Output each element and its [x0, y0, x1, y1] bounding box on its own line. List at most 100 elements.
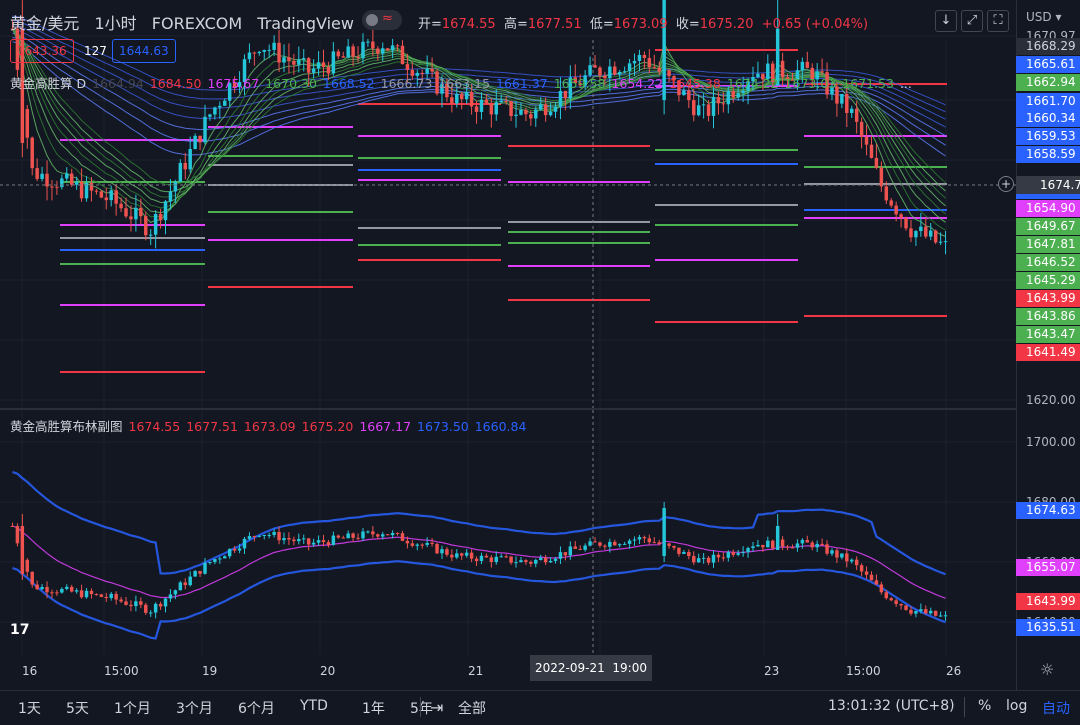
candle-body [104, 596, 108, 599]
date-range-icon[interactable]: ⇥ [430, 698, 444, 717]
range-button[interactable]: 6个月 [238, 701, 275, 717]
interval-label[interactable]: 1小时 [94, 14, 137, 33]
price-tick: 1620.00 [1026, 393, 1076, 407]
market-status-toggle[interactable]: ≈ [362, 10, 402, 30]
candle-body [751, 77, 755, 82]
toolbar-separator-2 [964, 697, 965, 717]
candle-body [163, 201, 168, 221]
candle-body [726, 552, 731, 558]
low-label: 低= [589, 17, 614, 32]
bid-price[interactable]: 1643.36 [10, 39, 74, 63]
log-toggle[interactable]: log [1006, 698, 1028, 714]
candle-body [237, 82, 242, 88]
candle-body [736, 553, 740, 555]
candle-body [810, 67, 814, 80]
candle-body [469, 92, 474, 107]
candle-body [726, 90, 731, 105]
candle-body [573, 546, 577, 549]
candle-body [613, 541, 617, 546]
candle-body [919, 609, 923, 612]
candle-body [139, 207, 143, 217]
candle-body [884, 592, 889, 599]
candle-body [390, 533, 395, 536]
indicator1-name[interactable]: 黄金高胜算 D [10, 76, 87, 91]
range-button[interactable]: 全部 [458, 701, 486, 717]
candle-body [914, 611, 918, 614]
candle-body [519, 560, 523, 563]
range-button[interactable]: YTD [300, 698, 328, 714]
symbol-header[interactable]: 黄金/美元 1小时 FOREXCOM TradingView [10, 10, 364, 34]
candle-body [40, 586, 44, 590]
time-axis[interactable] [0, 655, 1016, 685]
candle-body [104, 197, 108, 201]
candle-body [208, 562, 212, 564]
candle-body [376, 534, 380, 537]
candle-body [701, 557, 706, 559]
price-label: 1654.90 [1016, 200, 1080, 217]
add-alert-icon[interactable]: + [998, 176, 1014, 192]
candle-body [89, 590, 94, 595]
indicator2-value: 1660.84 [474, 419, 527, 434]
clock-display[interactable]: 13:01:32 (UTC+8) [828, 698, 955, 714]
candle-body [701, 104, 706, 106]
currency-selector[interactable]: USD ▾ [1026, 10, 1062, 24]
down-arrow-icon[interactable]: ↓ [935, 10, 957, 32]
candle-body [420, 544, 424, 546]
screenshot-icon[interactable]: ⛶ [987, 10, 1009, 32]
bollinger-subchart[interactable] [0, 410, 1016, 655]
candle-body [588, 65, 592, 76]
range-button[interactable]: 3个月 [176, 701, 213, 717]
candle-body [158, 214, 163, 221]
range-button[interactable]: 1个月 [114, 701, 151, 717]
candle-body [277, 42, 281, 63]
price-label: 1649.67 [1016, 218, 1080, 235]
range-button[interactable]: 1年 [362, 701, 385, 717]
ohlc-readout: 开=1674.55 高=1677.51 低=1673.09 收=1675.20 … [418, 13, 868, 32]
time-tick: 23 [764, 664, 780, 678]
ask-price[interactable]: 1644.63 [112, 39, 176, 63]
candle-body [316, 62, 321, 69]
range-button[interactable]: 5天 [66, 701, 89, 717]
candle-body [351, 46, 355, 57]
candle-body [15, 526, 20, 544]
symbol-name[interactable]: 黄金/美元 [10, 14, 80, 33]
candle-body [904, 217, 908, 229]
candle-body [785, 546, 790, 548]
candle-body [499, 556, 503, 558]
candle-body [371, 531, 375, 535]
low-value: 1673.09 [613, 17, 668, 32]
indicator2-legend[interactable]: 黄金高胜算布林副图 1674.55 1677.51 1673.09 1675.20 166… [10, 416, 538, 435]
candle-body [766, 540, 770, 548]
candle-body [800, 539, 805, 544]
auto-scale-toggle[interactable]: 自动 [1042, 701, 1070, 717]
indicator1-value: 1670.30 [265, 76, 317, 91]
main-price-chart[interactable] [0, 0, 1016, 408]
candle-body [790, 79, 795, 81]
high-label: 高= [503, 17, 528, 32]
settings-gear-icon[interactable]: ☼ [1040, 660, 1055, 679]
candle-body [242, 59, 247, 83]
fullscreen-icon[interactable]: ⤢ [961, 10, 983, 32]
candle-body [35, 168, 39, 179]
candle-body [168, 594, 173, 599]
candle-body [366, 531, 370, 533]
candle-body [153, 603, 158, 613]
indicator2-value: 1675.20 [301, 419, 354, 434]
range-button[interactable]: 5年 [410, 701, 433, 717]
indicator2-name[interactable]: 黄金高胜算布林副图 [10, 419, 123, 434]
candle-body [385, 48, 390, 51]
candle-body [928, 610, 933, 614]
percent-toggle[interactable]: % [978, 698, 992, 714]
candle-body [158, 603, 163, 607]
currency-label[interactable]: USD [1026, 10, 1052, 24]
open-value: 1674.55 [441, 17, 496, 32]
candle-body [464, 552, 469, 556]
candle-body [761, 544, 765, 548]
candle-body [10, 28, 15, 30]
candle-body [193, 571, 197, 577]
indicator1-legend[interactable]: 黄金高胜算 D 1664.94 1684.50 1675.67 1670.30 1668.… [10, 73, 924, 92]
candle-body [55, 186, 59, 188]
time-tick: 15:00 [846, 664, 881, 678]
pane-divider[interactable] [0, 408, 1016, 410]
range-button[interactable]: 1天 [18, 701, 41, 717]
